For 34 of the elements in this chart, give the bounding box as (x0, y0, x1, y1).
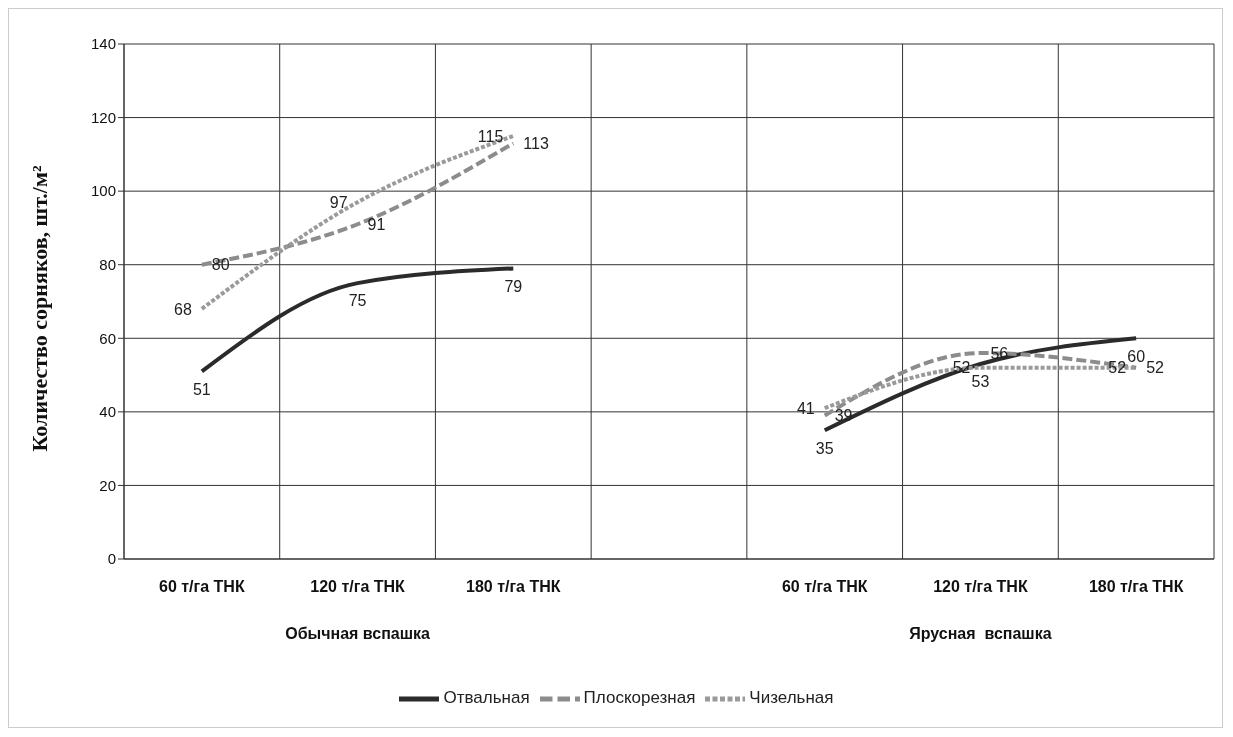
data-label: 52 (952, 359, 971, 377)
y-tick-label: 80 (99, 256, 116, 274)
y-tick-label: 100 (90, 182, 116, 200)
x-tick-label: 120 т/га ТНК (310, 578, 406, 596)
x-tick-label: 180 т/га ТНК (1088, 578, 1184, 596)
data-label: 60 (1127, 347, 1146, 365)
text: Ярусная вспашка (908, 625, 1053, 643)
data-label: 91 (367, 215, 386, 233)
text: Обычная вспашка (284, 625, 431, 643)
data-label: 97 (329, 193, 348, 211)
x-tick-label: 180 т/га ТНК (466, 578, 561, 596)
data-label: 115 (477, 127, 504, 145)
y-tick-label: 20 (99, 476, 116, 494)
data-label: 75 (348, 292, 367, 310)
data-label: 68 (174, 300, 192, 318)
y-tick-label: 140 (90, 35, 116, 53)
y-tick-label: 0 (107, 550, 116, 568)
data-label: 113 (523, 135, 549, 152)
x-tick-label: 60 т/га ТНК (159, 578, 245, 596)
y-tick-label: 60 (99, 329, 116, 347)
y-tick-label: 120 (90, 108, 116, 126)
x-tick-label: 60 т/га ТНК (781, 578, 868, 596)
legend-label: Чизельная (749, 688, 834, 708)
data-label: 35 (815, 439, 834, 457)
data-label: 51 (192, 380, 211, 398)
y-tick-label: 40 (99, 403, 116, 421)
legend-label: Отвальная (443, 688, 530, 708)
legend-label: Плоскорезная (583, 688, 696, 708)
data-label: 52 (1108, 359, 1127, 377)
data-label: 53 (971, 373, 990, 391)
data-label: 52 (1146, 359, 1165, 377)
x-tick-label: 120 т/га ТНК (933, 578, 1028, 596)
y-axis-title: Количество сорняков, шт./м² (26, 165, 52, 452)
data-label: 79 (504, 277, 523, 295)
